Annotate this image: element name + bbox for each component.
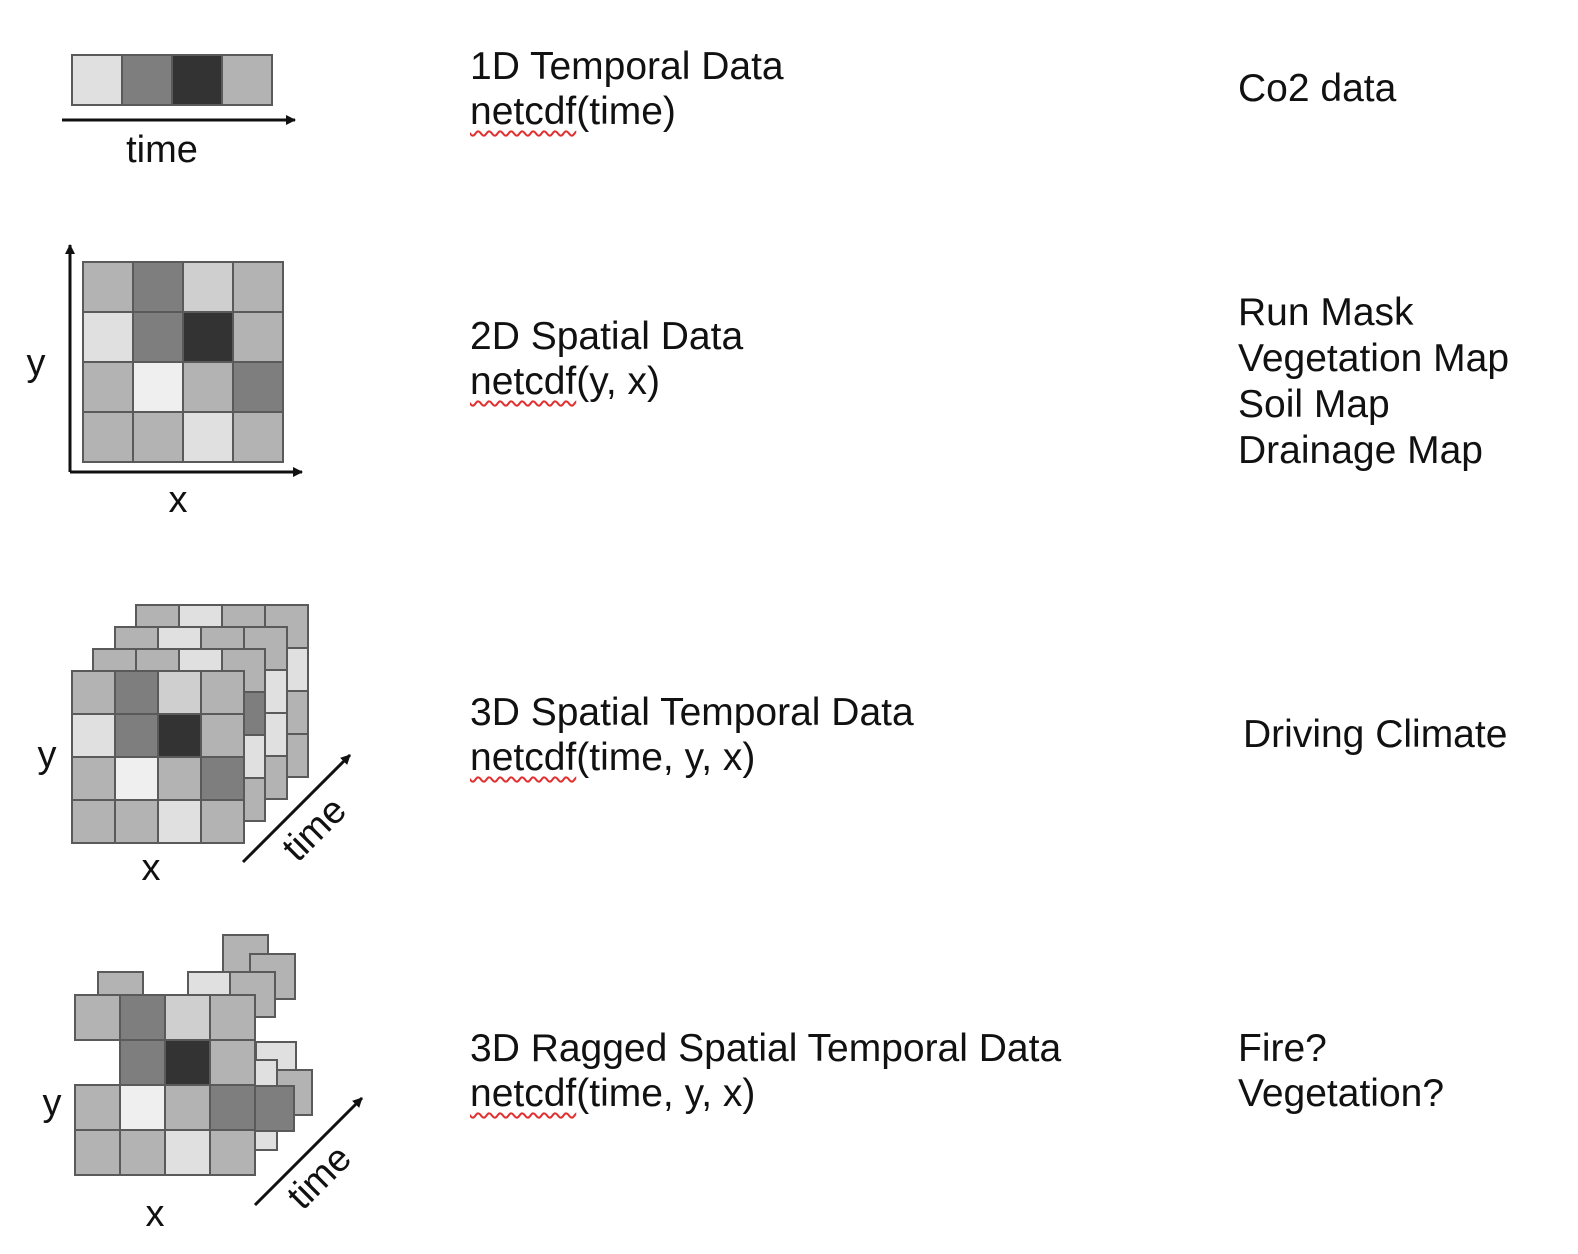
netcdf-signature: netcdf(y, x) bbox=[470, 359, 743, 404]
netcdf-signature: netcdf(time) bbox=[470, 89, 784, 134]
grid-layer-front bbox=[71, 670, 245, 844]
spatial-grid bbox=[82, 261, 284, 463]
data-type-title: 1D Temporal Data bbox=[470, 45, 784, 88]
row-2d-description: 2D Spatial Data netcdf(y, x) bbox=[470, 314, 743, 404]
y-axis-label: y bbox=[27, 342, 46, 384]
row-3d-examples: Driving Climate bbox=[1243, 712, 1507, 757]
example-item: Fire? bbox=[1238, 1027, 1327, 1070]
signature-args: (time) bbox=[576, 90, 676, 133]
temporal-strip bbox=[71, 54, 273, 106]
row-3d-description: 3D Spatial Temporal Data netcdf(time, y,… bbox=[470, 690, 914, 780]
diagram-1d-temporal: time bbox=[62, 54, 296, 171]
signature-function: netcdf bbox=[470, 360, 577, 403]
signature-args: (y, x) bbox=[576, 360, 661, 403]
time-axis-label: time bbox=[274, 789, 354, 869]
time-axis-label: time bbox=[279, 1137, 359, 1217]
time-axis-arrow bbox=[241, 753, 352, 864]
diagram-3d-ragged: y x time bbox=[43, 934, 364, 1235]
x-axis-label: x bbox=[142, 847, 161, 889]
row-1d-description: 1D Temporal Data netcdf(time) bbox=[470, 44, 784, 134]
time-axis-label: time bbox=[126, 129, 198, 171]
signature-args: (time, y, x) bbox=[576, 1072, 756, 1115]
example-item: Drainage Map bbox=[1238, 429, 1483, 472]
signature-function: netcdf bbox=[470, 90, 577, 133]
example-item: Soil Map bbox=[1238, 383, 1390, 426]
diagram-2d-spatial: y x bbox=[27, 244, 303, 521]
y-axis-label: y bbox=[38, 734, 57, 776]
netcdf-signature: netcdf(time, y, x) bbox=[470, 735, 914, 780]
netcdf-signature: netcdf(time, y, x) bbox=[470, 1071, 1061, 1116]
data-type-title: 2D Spatial Data bbox=[470, 315, 744, 358]
strip-cell bbox=[171, 54, 223, 106]
row-2d-examples: Run Mask Vegetation Map Soil Map Drainag… bbox=[1238, 290, 1509, 474]
example-item: Run Mask bbox=[1238, 291, 1414, 334]
signature-args: (time, y, x) bbox=[576, 736, 756, 779]
x-axis-label: x bbox=[146, 1193, 165, 1235]
example-item: Vegetation Map bbox=[1238, 337, 1510, 380]
strip-cell bbox=[121, 54, 173, 106]
example-item: Driving Climate bbox=[1243, 713, 1508, 756]
row-3d-ragged-examples: Fire? Vegetation? bbox=[1238, 1026, 1444, 1116]
strip-cell bbox=[71, 54, 123, 106]
row-1d-examples: Co2 data bbox=[1238, 66, 1396, 111]
time-axis-arrow bbox=[253, 1096, 364, 1207]
signature-function: netcdf bbox=[470, 1072, 577, 1115]
data-type-title: 3D Ragged Spatial Temporal Data bbox=[470, 1027, 1062, 1070]
signature-function: netcdf bbox=[470, 736, 577, 779]
diagram-3d-spatial-temporal: y x time bbox=[38, 604, 355, 889]
example-item: Co2 data bbox=[1238, 67, 1397, 110]
strip-cell bbox=[221, 54, 273, 106]
ragged-front-grid bbox=[74, 994, 256, 1176]
x-axis-label: x bbox=[169, 479, 188, 521]
example-item: Vegetation? bbox=[1238, 1072, 1445, 1115]
row-3d-ragged-description: 3D Ragged Spatial Temporal Data netcdf(t… bbox=[470, 1026, 1061, 1116]
y-axis-label: y bbox=[43, 1082, 62, 1124]
data-type-title: 3D Spatial Temporal Data bbox=[470, 691, 914, 734]
